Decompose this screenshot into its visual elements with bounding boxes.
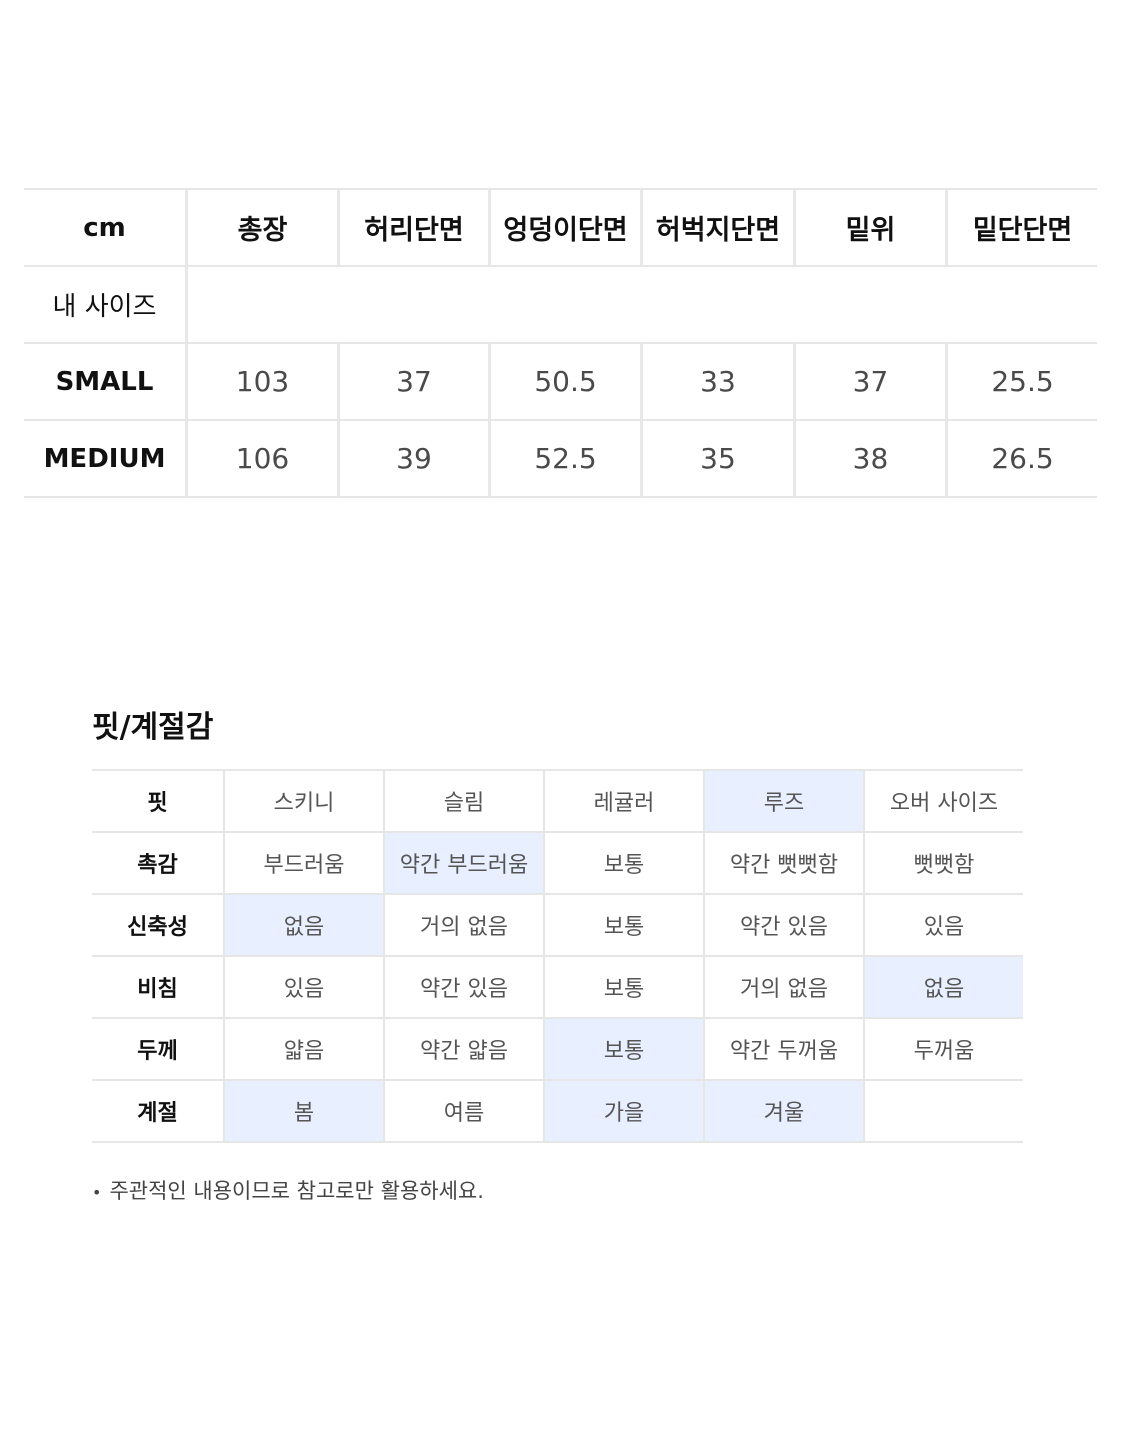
fit-option: 약간 얇음: [383, 1017, 543, 1079]
fit-option-selected: 겨울: [703, 1079, 863, 1143]
size-value: 39: [337, 419, 488, 498]
fit-option: 두꺼움: [863, 1017, 1023, 1079]
fit-option-selected: 보통: [543, 1017, 703, 1079]
size-value: 33: [640, 342, 793, 419]
fit-row-label: 신축성: [92, 893, 223, 955]
fit-option-selected: 루즈: [703, 769, 863, 831]
fit-option: 보통: [543, 955, 703, 1017]
size-value: 25.5: [945, 342, 1097, 419]
fit-option-selected: 가을: [543, 1079, 703, 1143]
my-size-label: 내 사이즈: [24, 265, 185, 342]
fit-row: 두께 얇음 약간 얇음 보통 약간 두꺼움 두꺼움: [92, 1017, 1023, 1079]
unit-label: cm: [24, 188, 185, 265]
size-row-small: SMALL 103 37 50.5 33 37 25.5: [24, 342, 1097, 419]
fit-option: 스키니: [223, 769, 383, 831]
size-value: 106: [185, 419, 337, 498]
footnote-text: 주관적인 내용이므로 참고로만 활용하세요.: [109, 1179, 484, 1203]
fit-row: 촉감 부드러움 약간 부드러움 보통 약간 뻣뻣함 뻣뻣함: [92, 831, 1023, 893]
fit-table: 핏 스키니 슬림 레귤러 루즈 오버 사이즈 촉감 부드러움 약간 부드러움 보통 약간 뻣뻣함 뻣뻣…: [92, 769, 1023, 1143]
fit-row: 신축성 없음 거의 없음 보통 약간 있음 있음: [92, 893, 1023, 955]
fit-option-selected: 약간 부드러움: [383, 831, 543, 893]
fit-option: 슬림: [383, 769, 543, 831]
header-rise: 밑위: [793, 188, 945, 265]
fit-option: 뻣뻣함: [863, 831, 1023, 893]
fit-option: 약간 있음: [383, 955, 543, 1017]
fit-section-title: 핏/계절감: [92, 710, 214, 745]
bullet-icon: •: [92, 1182, 102, 1202]
fit-option: 보통: [543, 893, 703, 955]
fit-option: 부드러움: [223, 831, 383, 893]
fit-option: 있음: [863, 893, 1023, 955]
fit-option: 여름: [383, 1079, 543, 1143]
fit-option-selected: 없음: [223, 893, 383, 955]
size-row-medium: MEDIUM 106 39 52.5 35 38 26.5: [24, 419, 1097, 498]
size-value: 50.5: [488, 342, 640, 419]
fit-option: [863, 1079, 1023, 1143]
fit-row: 비침 있음 약간 있음 보통 거의 없음 없음: [92, 955, 1023, 1017]
fit-option-selected: 없음: [863, 955, 1023, 1017]
fit-option: 약간 있음: [703, 893, 863, 955]
size-value: 35: [640, 419, 793, 498]
fit-option: 보통: [543, 831, 703, 893]
fit-option: 얇음: [223, 1017, 383, 1079]
size-label: MEDIUM: [24, 419, 185, 498]
fit-row-label: 비침: [92, 955, 223, 1017]
size-value: 26.5: [945, 419, 1097, 498]
size-value: 37: [337, 342, 488, 419]
size-table-header-row: cm 총장 허리단면 엉덩이단면 허벅지단면 밑위 밑단단면: [24, 188, 1097, 265]
header-hem: 밑단단면: [945, 188, 1097, 265]
size-value: 38: [793, 419, 945, 498]
size-table: cm 총장 허리단면 엉덩이단면 허벅지단면 밑위 밑단단면 내 사이즈 SMA…: [24, 188, 1097, 498]
size-label: SMALL: [24, 342, 185, 419]
fit-row-label: 핏: [92, 769, 223, 831]
fit-row-label: 두께: [92, 1017, 223, 1079]
fit-option: 있음: [223, 955, 383, 1017]
fit-row-label: 촉감: [92, 831, 223, 893]
fit-row: 계절 봄 여름 가을 겨울: [92, 1079, 1023, 1143]
header-hip: 엉덩이단면: [488, 188, 640, 265]
fit-option: 약간 뻣뻣함: [703, 831, 863, 893]
size-value: 103: [185, 342, 337, 419]
fit-option: 약간 두꺼움: [703, 1017, 863, 1079]
fit-option: 거의 없음: [383, 893, 543, 955]
header-waist: 허리단면: [337, 188, 488, 265]
size-value: 52.5: [488, 419, 640, 498]
fit-row: 핏 스키니 슬림 레귤러 루즈 오버 사이즈: [92, 769, 1023, 831]
fit-option: 레귤러: [543, 769, 703, 831]
fit-option: 거의 없음: [703, 955, 863, 1017]
size-value: 37: [793, 342, 945, 419]
my-size-row: 내 사이즈: [24, 265, 1097, 342]
footnote: • 주관적인 내용이므로 참고로만 활용하세요.: [92, 1175, 484, 1205]
fit-option: 오버 사이즈: [863, 769, 1023, 831]
fit-option-selected: 봄: [223, 1079, 383, 1143]
fit-row-label: 계절: [92, 1079, 223, 1143]
my-size-empty-cell: [185, 265, 1097, 342]
header-total-length: 총장: [185, 188, 337, 265]
header-thigh: 허벅지단면: [640, 188, 793, 265]
